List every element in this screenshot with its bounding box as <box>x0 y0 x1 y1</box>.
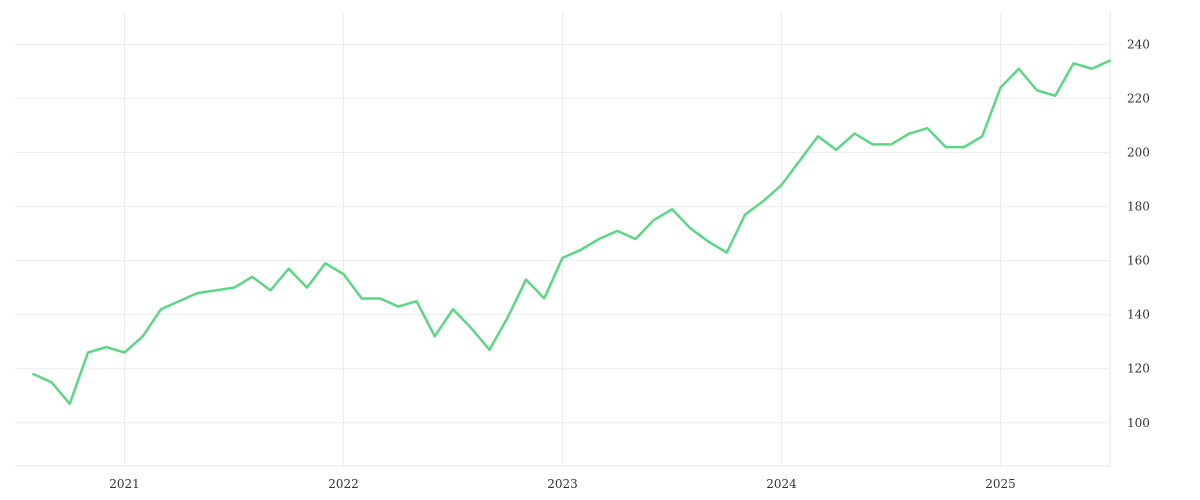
x-tick-label: 2023 <box>547 477 578 491</box>
tick-labels: 100 120 140 160 180 200 220 240 2021 2022 2023 2024… <box>109 37 1150 491</box>
y-tick-label: 200 <box>1127 146 1150 160</box>
grid <box>15 12 1110 466</box>
x-tick-label: 2021 <box>109 477 140 491</box>
y-tick-label: 160 <box>1127 254 1150 268</box>
y-tick-label: 220 <box>1127 91 1150 105</box>
y-tick-label: 100 <box>1127 416 1150 430</box>
y-tick-label: 140 <box>1127 308 1150 322</box>
axes <box>15 12 1111 467</box>
series-line <box>32 59 1112 406</box>
y-tick-label: 180 <box>1127 200 1150 214</box>
x-tick-label: 2022 <box>328 477 359 491</box>
y-tick-label: 240 <box>1127 37 1150 51</box>
y-tick-label: 120 <box>1127 362 1150 376</box>
x-tick-label: 2025 <box>985 477 1016 491</box>
x-tick-label: 2024 <box>766 477 797 491</box>
series-layer <box>32 59 1112 406</box>
